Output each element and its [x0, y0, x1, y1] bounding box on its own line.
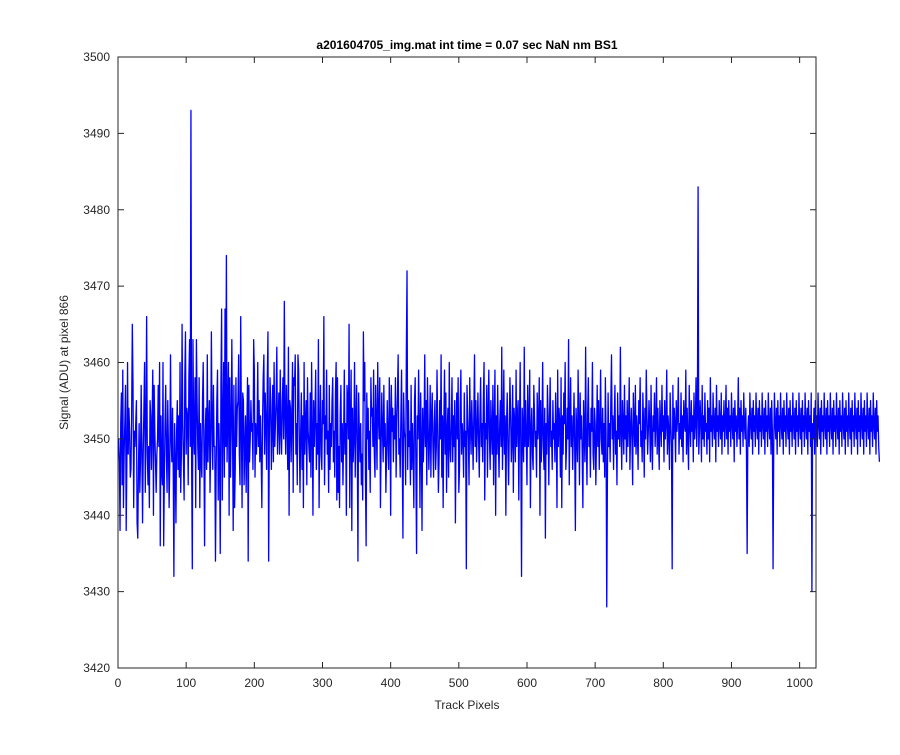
plot-background — [118, 57, 816, 668]
chart-title: a201604705_img.mat int time = 0.07 sec N… — [316, 38, 617, 52]
x-tick-label: 300 — [312, 676, 332, 690]
x-tick-label: 600 — [517, 676, 537, 690]
x-tick-label: 500 — [449, 676, 469, 690]
x-tick-label: 800 — [653, 676, 673, 690]
y-tick-label: 3430 — [83, 585, 110, 599]
x-tick-label: 100 — [176, 676, 196, 690]
y-tick-label: 3470 — [83, 279, 110, 293]
series-layer — [118, 109, 881, 608]
x-tick-label: 400 — [381, 676, 401, 690]
y-tick-label: 3460 — [83, 356, 110, 370]
y-tick-label: 3420 — [83, 661, 110, 675]
y-axis-label: Signal (ADU) at pixel 866 — [57, 295, 71, 430]
x-tick-label: 1000 — [786, 676, 813, 690]
y-tick-label: 3440 — [83, 508, 110, 522]
y-tick-label: 3490 — [83, 126, 110, 140]
y-tick-label: 3500 — [83, 50, 110, 64]
y-axis: 3420 3430 3440 3450 3460 3470 3480 3490 3500 — [83, 50, 816, 675]
y-tick-label: 3480 — [83, 203, 110, 217]
series-line-1 — [118, 109, 881, 608]
x-tick-label: 700 — [585, 676, 605, 690]
y-tick-label: 3450 — [83, 432, 110, 446]
x-axis-label: Track Pixels — [435, 698, 500, 712]
x-tick-label: 0 — [115, 676, 122, 690]
x-tick-label: 200 — [244, 676, 264, 690]
x-tick-label: 900 — [721, 676, 741, 690]
x-axis: 0 100 200 300 400 500 600 700 800 900 1000 — [115, 57, 813, 690]
